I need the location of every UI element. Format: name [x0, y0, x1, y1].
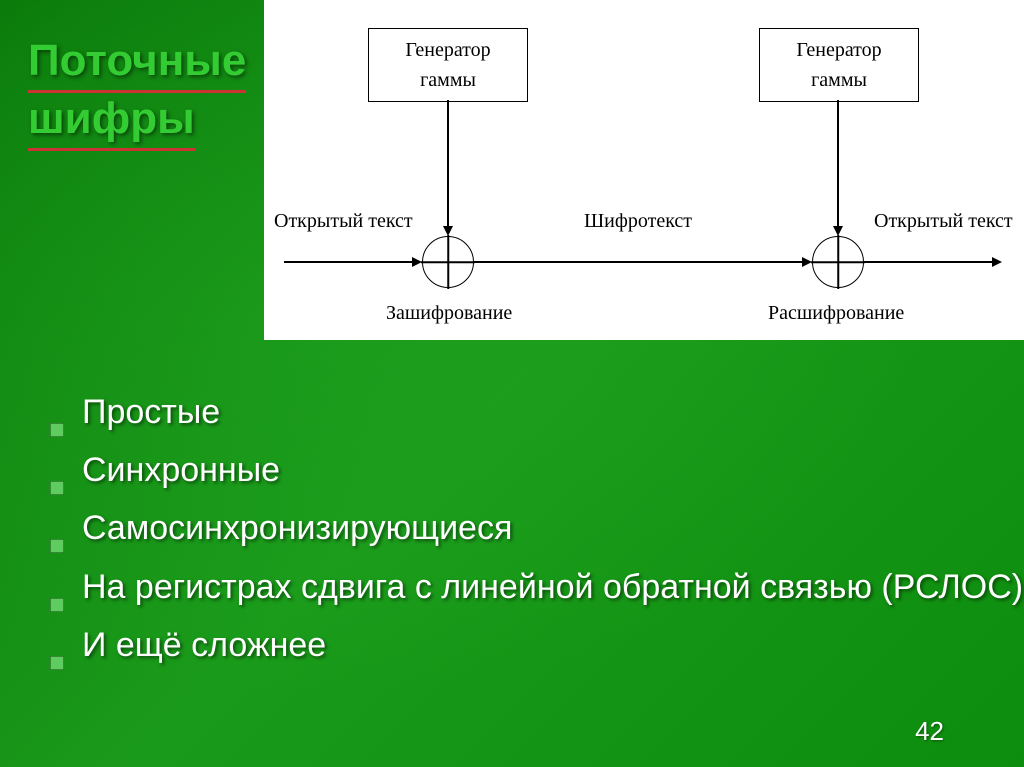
cipher-diagram: Генератор гаммы Генератор гаммы Открытый…: [264, 0, 1024, 340]
title-line-2: шифры: [28, 93, 195, 151]
flow-line-in: [284, 261, 414, 263]
arrow-head-out: [992, 257, 1002, 267]
xor-node-encrypt: [422, 236, 474, 288]
bullet-text: На регистрах сдвига с линейной обратной …: [82, 568, 1023, 606]
list-item: На регистрах сдвига с линейной обратной …: [50, 565, 1023, 609]
label-encrypt: Зашифрование: [386, 302, 512, 325]
bullet-list: Простые Синхронные Самосинхронизирующиес…: [50, 390, 1023, 681]
bullet-icon: [50, 637, 64, 651]
label-plaintext-right: Открытый текст: [874, 210, 1013, 233]
label-plaintext-left: Открытый текст: [274, 210, 413, 233]
gen-label-2b: гаммы: [811, 69, 867, 91]
bullet-text: И ещё сложнее: [82, 626, 326, 664]
bullet-icon: [50, 462, 64, 476]
bullet-icon: [50, 520, 64, 534]
flow-line-mid: [474, 261, 804, 263]
title-line-1: Поточные: [28, 35, 246, 93]
list-item: Простые: [50, 390, 1023, 434]
arrow-gen-right: [837, 100, 839, 228]
gen-label-1b: Генератор: [796, 39, 881, 61]
gen-label-1: Генератор: [405, 39, 490, 61]
bullet-icon: [50, 404, 64, 418]
xor-node-decrypt: [812, 236, 864, 288]
label-ciphertext: Шифротекст: [584, 210, 692, 233]
bullet-text: Самосинхронизирующиеся: [82, 509, 512, 547]
list-item: И ещё сложнее: [50, 623, 1023, 667]
flow-line-out: [864, 261, 994, 263]
arrow-gen-left: [447, 100, 449, 228]
gen-label-2: гаммы: [420, 69, 476, 91]
bullet-text: Синхронные: [82, 451, 280, 489]
label-decrypt: Расшифрование: [768, 302, 904, 325]
list-item: Синхронные: [50, 448, 1023, 492]
generator-box-right: Генератор гаммы: [759, 28, 919, 102]
bullet-text: Простые: [82, 393, 220, 431]
bullet-icon: [50, 579, 64, 593]
list-item: Самосинхронизирующиеся: [50, 506, 1023, 550]
slide-title: Поточные шифры: [28, 35, 246, 151]
generator-box-left: Генератор гаммы: [368, 28, 528, 102]
page-number: 42: [915, 716, 944, 747]
